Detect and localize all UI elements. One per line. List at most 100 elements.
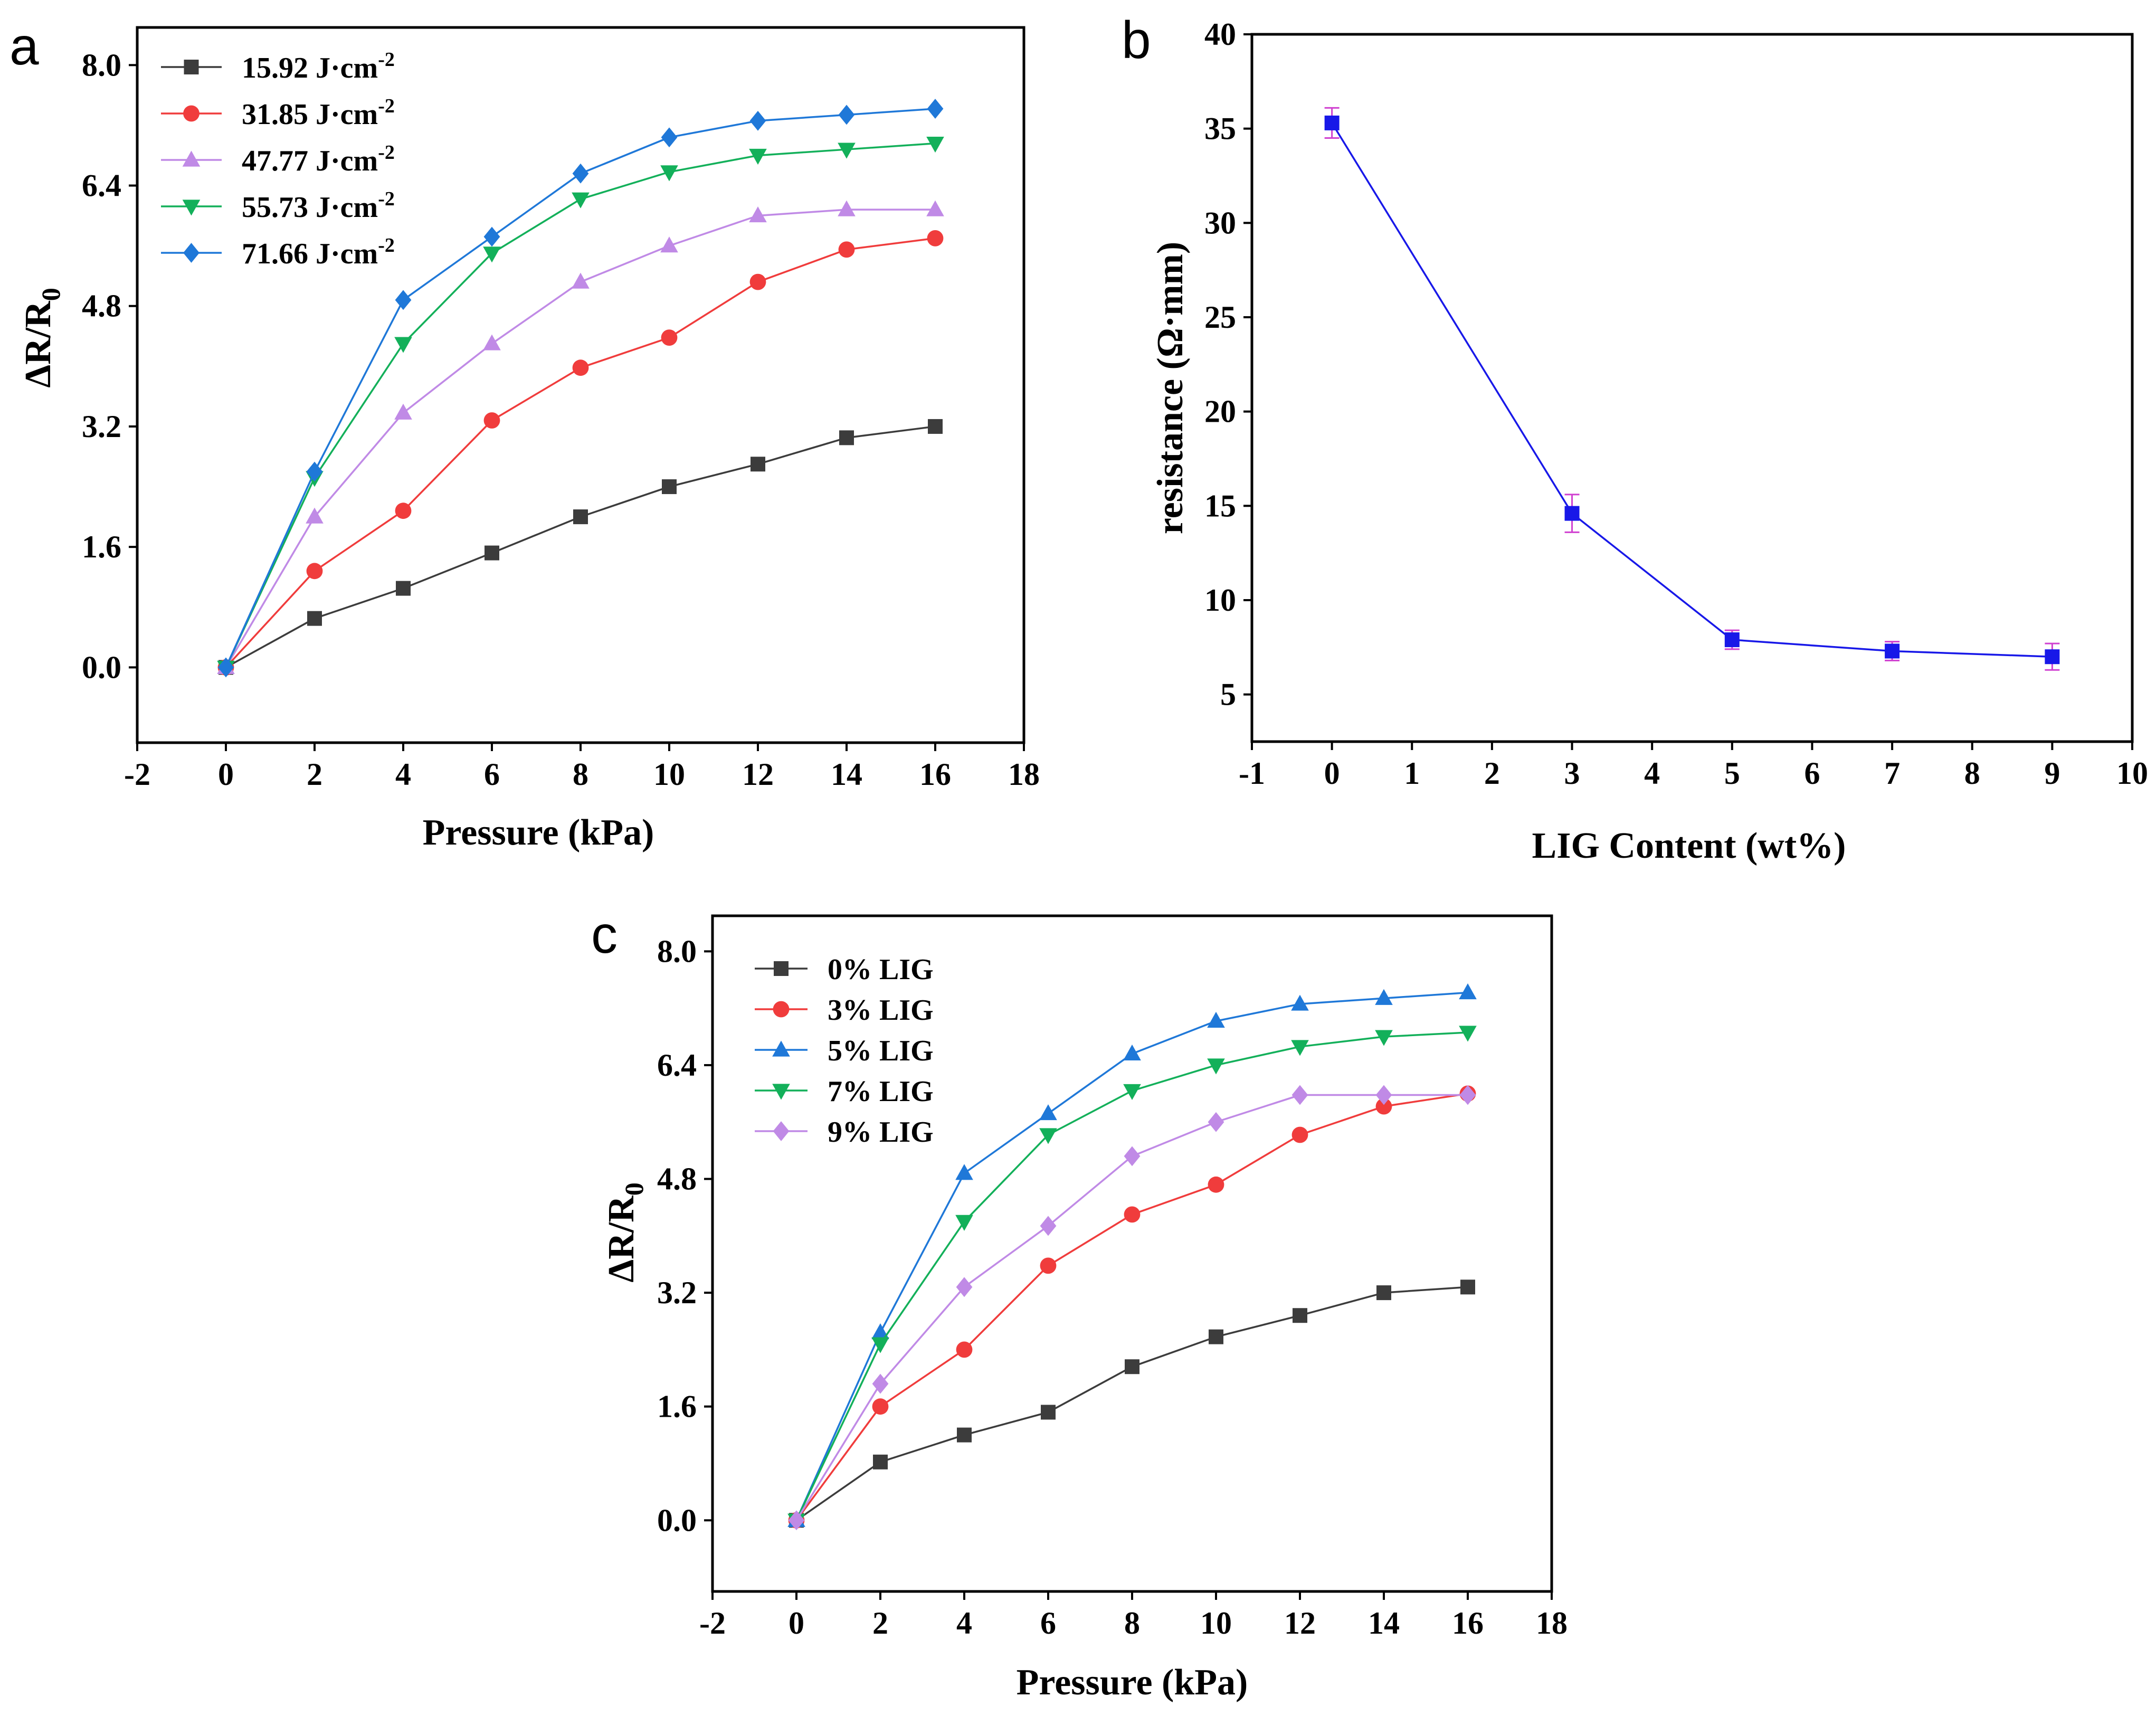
panel-c-data-point <box>871 1323 889 1340</box>
panel-a-data-point <box>838 143 856 159</box>
panel-a-data-point <box>927 230 944 247</box>
panel-a-data-point <box>485 545 499 561</box>
panel-b-y-tick-label: 25 <box>1204 300 1236 335</box>
panel-b: b -1 0 1 2 3 4 5 6 7 8 9 10 5 10 15 20 25 30 35 40 LIG Cont… <box>1122 11 2148 866</box>
panel-a-data-point <box>483 247 501 263</box>
panel-c-y-axis-label: ΔR/R0 <box>601 1182 649 1282</box>
panel-c-data-point <box>871 1337 889 1353</box>
panel-c-y-tick-label: 1.6 <box>657 1389 697 1424</box>
panel-b-data-point <box>1885 643 1900 659</box>
panel-b-x-tick-label: 3 <box>1564 756 1580 791</box>
panel-a-legend-item: 71.66 J·cm-2 <box>161 234 395 270</box>
panel-a-data-point <box>394 403 412 420</box>
panel-b-x-tick-label: 6 <box>1804 756 1820 791</box>
panel-c-data-point <box>1459 983 1477 1000</box>
panel-c-data-point <box>1459 1026 1477 1042</box>
panel-c-x-tick-label: 16 <box>1452 1606 1484 1641</box>
panel-a-label: a <box>10 17 39 76</box>
panel-b-data-point <box>1724 632 1740 648</box>
panel-a-data-point <box>838 200 856 216</box>
panel-c-data-point <box>1375 989 1393 1005</box>
panel-c-legend-marker <box>773 1001 790 1018</box>
panel-a-x-tick-label: 4 <box>395 757 411 792</box>
panel-c-data-point <box>1041 1405 1056 1420</box>
panel-a-data-point <box>839 430 854 445</box>
panel-b-y-tick-label: 5 <box>1220 677 1236 712</box>
panel-c-data-point <box>1459 1085 1476 1105</box>
panel-b-x-axis-label: LIG Content (wt%) <box>1532 826 1846 866</box>
panel-c-data-point <box>1207 1011 1225 1028</box>
panel-c-data-point <box>1125 1359 1139 1374</box>
panel-b-x-tick-label: 5 <box>1724 756 1740 791</box>
panel-a-legend-marker <box>184 60 199 74</box>
panel-b-label: b <box>1122 11 1151 70</box>
panel-a-data-point <box>307 611 322 626</box>
panel-c-legend-item: 5% LIG <box>755 1035 934 1067</box>
panel-b-y-tick-label: 10 <box>1204 583 1236 618</box>
panel-c-data-point <box>1376 1285 1391 1301</box>
panel-a-x-tick-label: -2 <box>124 757 150 792</box>
panel-a-data-point <box>662 479 677 495</box>
panel-a-x-tick-label: 2 <box>307 757 322 792</box>
panel-c-data-point <box>1124 1146 1141 1167</box>
panel-b-y-tick-label: 30 <box>1204 205 1236 240</box>
panel-a-legend-marker <box>182 200 201 216</box>
panel-c-data-point <box>1207 1058 1225 1075</box>
panel-c-x-tick-label: 14 <box>1368 1606 1400 1641</box>
panel-a-legend-item: 55.73 J·cm-2 <box>161 188 395 224</box>
panel-a-x-tick-label: 18 <box>1008 757 1040 792</box>
panel-a-legend-marker <box>182 150 201 167</box>
panel-a-data-point <box>926 137 944 153</box>
panel-c-x-tick-label: 0 <box>789 1606 804 1641</box>
panel-c-data-point <box>1291 994 1309 1011</box>
panel-c-x-tick-label: 18 <box>1536 1606 1568 1641</box>
panel-c-data-point <box>872 1398 889 1415</box>
panel-a-x-tick-label: 8 <box>573 757 588 792</box>
panel-a-y-tick-label: 6.4 <box>82 168 121 203</box>
panel-b-data-point <box>2045 649 2060 665</box>
panel-c-legend-label: 9% LIG <box>828 1116 934 1149</box>
panel-c-legend-label: 5% LIG <box>828 1035 934 1067</box>
panel-a-data-point <box>926 200 944 216</box>
panel-c-data-point <box>957 1427 972 1443</box>
panel-a-data-point <box>751 457 765 472</box>
panel-b-y-tick-label: 40 <box>1204 17 1236 52</box>
panel-a-legend-label: 31.85 J·cm-2 <box>242 95 395 131</box>
panel-a-legend-label: 47.77 J·cm-2 <box>242 141 395 177</box>
panel-c-data-point <box>1291 1085 1308 1105</box>
panel-a-data-point <box>395 290 412 310</box>
panel-b-plot-frame <box>1250 33 2134 743</box>
panel-a-legend: 15.92 J·cm-2 31.85 J·cm-2 47.77 J·cm-2 55.7… <box>161 49 395 270</box>
panel-c-y-tick-label: 8.0 <box>657 934 697 969</box>
panel-b-x-tick-label: 9 <box>2044 756 2060 791</box>
panel-a-data-point <box>572 272 590 289</box>
panel-a-legend-label: 55.73 J·cm-2 <box>242 188 395 224</box>
panel-c-data-point <box>1208 1176 1224 1193</box>
panel-c-legend-marker <box>772 1040 790 1057</box>
panel-c-data-point <box>1123 1084 1141 1100</box>
panel-a-x-tick-label: 12 <box>742 757 774 792</box>
panel-c-data-point <box>1375 1098 1392 1115</box>
panel-c-x-tick-label: 10 <box>1200 1606 1232 1641</box>
panel-a-data-point <box>306 563 323 580</box>
panel-a-data-point <box>572 359 589 376</box>
panel-c-data-point <box>1040 1216 1057 1236</box>
panel-b-x-tick-label: 7 <box>1884 756 1900 791</box>
panel-b-x-tick-label: 4 <box>1644 756 1660 791</box>
panel-c-x-tick-label: 6 <box>1040 1606 1056 1641</box>
panel-a-legend-item: 31.85 J·cm-2 <box>161 95 395 131</box>
panel-a-data-point <box>661 329 678 346</box>
panel-a-x-tick-label: 10 <box>653 757 685 792</box>
panel-c-data-point <box>956 1341 973 1358</box>
panel-a-y-tick-label: 3.2 <box>82 409 121 444</box>
panel-b-x-tick-label: 2 <box>1484 756 1500 791</box>
panel-a-data-point <box>928 419 943 434</box>
panel-a-data-point <box>483 412 500 429</box>
panel-c-data-point <box>1293 1308 1307 1323</box>
panel-a-data-point <box>573 509 588 525</box>
panel-c-data-point <box>955 1215 973 1231</box>
panel-a-y-tick-label: 1.6 <box>82 529 121 564</box>
panel-a-data-point <box>749 148 767 165</box>
panel-c-x-tick-label: 8 <box>1124 1606 1140 1641</box>
